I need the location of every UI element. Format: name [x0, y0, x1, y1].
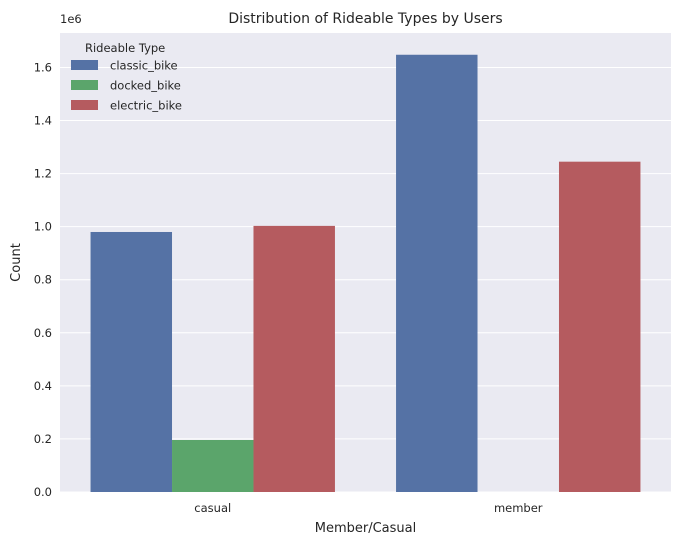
y-tick-label: 1.2: [34, 167, 52, 181]
legend-swatch-electric_bike: [71, 100, 98, 110]
legend-swatch-docked_bike: [71, 80, 98, 90]
legend-label: docked_bike: [110, 79, 181, 93]
y-tick-label: 1.0: [34, 220, 52, 234]
y-axis-offset-text: 1e6: [60, 12, 82, 26]
legend: Rideable Type classic_bike docked_bikeele…: [71, 41, 182, 113]
y-tick-label: 0.2: [34, 432, 52, 446]
x-tick-label: casual: [194, 501, 231, 515]
bars: [90, 54, 641, 493]
y-tick-label: 0.8: [34, 273, 52, 287]
legend-title: Rideable Type: [85, 41, 165, 55]
legend-swatch-classic_bike: [71, 60, 98, 70]
bar-classic_bike-casual: [90, 231, 173, 492]
x-axis-ticks: casual member: [194, 501, 543, 515]
y-axis-ticks: 0.0 0.2 0.4 0.6 0.8 1.0 1.2 1.4 1.6: [34, 60, 52, 499]
y-tick-label: 0.6: [34, 326, 52, 340]
legend-items: classic_bike docked_bike electric_bike: [71, 59, 182, 113]
bar-electric_bike-casual: [253, 225, 335, 493]
x-axis-label: Member/Casual: [315, 521, 417, 536]
chart-title: Distribution of Rideable Types by Users: [228, 11, 502, 27]
y-tick-label: 1.4: [34, 114, 52, 128]
legend-label: electric_bike: [110, 99, 182, 113]
x-tick-label: member: [494, 501, 543, 515]
bar-electric_bike-member: [558, 161, 641, 492]
bar-docked_bike-casual: [172, 439, 254, 492]
y-tick-label: 0.0: [34, 485, 52, 499]
y-tick-label: 0.4: [34, 379, 52, 393]
legend-label: classic_bike: [110, 59, 178, 73]
bar-classic_bike-member: [396, 54, 478, 492]
y-axis-label: Count: [9, 243, 24, 282]
y-tick-label: 1.6: [34, 60, 52, 74]
